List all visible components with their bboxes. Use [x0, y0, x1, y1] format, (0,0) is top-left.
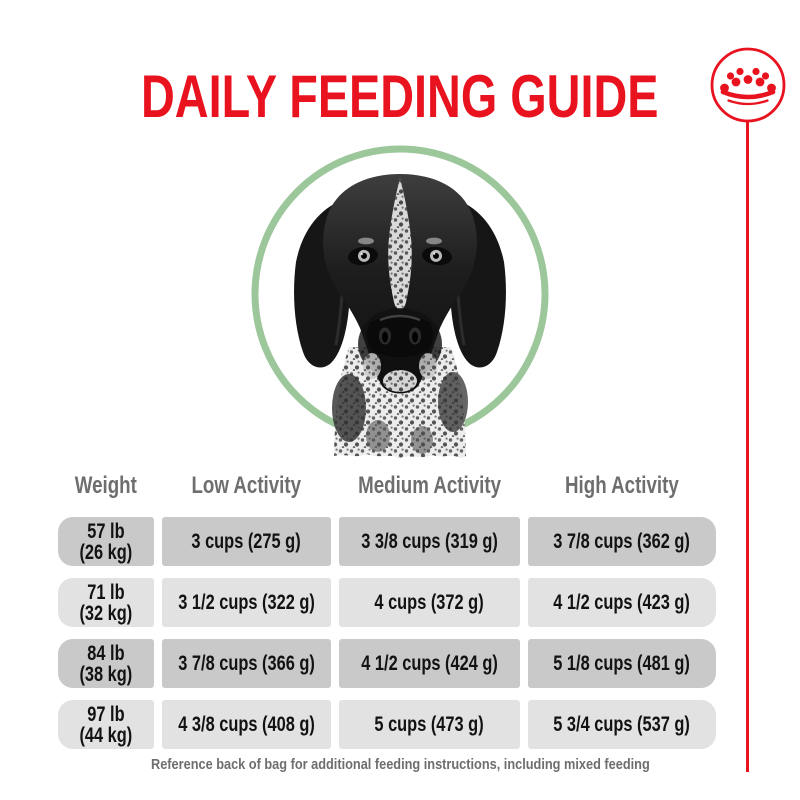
- red-divider-line: [746, 121, 749, 772]
- medium-activity-cell: 3 3/8 cups (319 g): [339, 517, 520, 566]
- column-header-high-activity: High Activity: [565, 472, 679, 499]
- low-activity-cell: 3 1/2 cups (322 g): [162, 578, 331, 627]
- column-header-weight: Weight: [74, 472, 138, 499]
- page-title-text: DAILY FEEDING GUIDE: [141, 63, 659, 130]
- dog-photo: [251, 145, 549, 458]
- page-title: DAILY FEEDING GUIDE: [0, 62, 800, 131]
- dog-blaze: [388, 178, 412, 310]
- weight-cell: 57 lb (26 kg): [58, 517, 154, 566]
- medium-activity-cell: 4 cups (372 g): [339, 578, 520, 627]
- low-activity-cell: 3 cups (275 g): [162, 517, 331, 566]
- dog-brow-right: [426, 237, 442, 245]
- high-activity-cell: 4 1/2 cups (423 g): [528, 578, 716, 627]
- high-activity-cell: 3 7/8 cups (362 g): [528, 517, 716, 566]
- column-header-medium-activity: Medium Activity: [358, 472, 501, 499]
- weight-cell: 71 lb (32 kg): [58, 578, 154, 627]
- dog-chin: [363, 353, 437, 392]
- royal-canin-crown-icon: [710, 47, 786, 123]
- high-activity-cell: 5 3/4 cups (537 g): [528, 700, 716, 749]
- medium-activity-cell: 5 cups (473 g): [339, 700, 520, 749]
- weight-cell: 84 lb (38 kg): [58, 639, 154, 688]
- weight-cell: 97 lb (44 kg): [58, 700, 154, 749]
- medium-activity-cell: 4 1/2 cups (424 g): [339, 639, 520, 688]
- low-activity-cell: 3 7/8 cups (366 g): [162, 639, 331, 688]
- dog-eyes: [348, 246, 452, 266]
- low-activity-cell: 4 3/8 cups (408 g): [162, 700, 331, 749]
- footer-note: Reference back of bag for additional fee…: [150, 756, 650, 773]
- dog-ears: [294, 200, 506, 368]
- column-header-low-activity: Low Activity: [191, 472, 302, 499]
- dog-brow-left: [358, 237, 374, 245]
- high-activity-cell: 5 1/8 cups (481 g): [528, 639, 716, 688]
